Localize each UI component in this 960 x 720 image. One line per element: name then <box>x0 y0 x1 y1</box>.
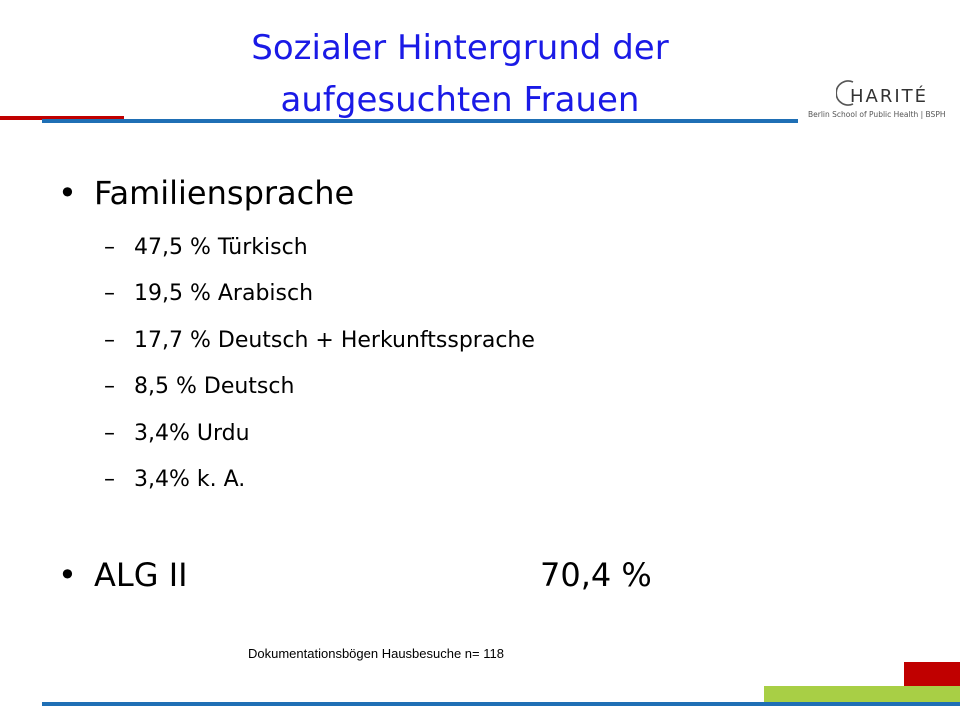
list-item: –3,4% Urdu <box>104 418 535 464</box>
list-item: –3,4% k. A. <box>104 464 535 510</box>
alg-ii-value: 70,4 % <box>540 556 652 594</box>
red-title-rule <box>0 116 124 120</box>
dash-glyph: – <box>104 327 115 353</box>
blue-title-rule <box>42 119 798 123</box>
bullet-familiensprache: • Familiensprache <box>58 174 354 212</box>
bullet-alg-ii: • ALG II <box>58 556 188 594</box>
list-item: –47,5 % Türkisch <box>104 232 535 278</box>
green-corner-bar <box>764 686 960 702</box>
bullet-label: ALG II <box>94 556 188 594</box>
bullet-label: Familiensprache <box>94 174 355 212</box>
list-item-text: 8,5 % Deutsch <box>134 374 295 400</box>
slide-title: Sozialer Hintergrund der aufgesuchten Fr… <box>120 22 800 126</box>
blue-bottom-rule <box>42 702 960 706</box>
list-item: –8,5 % Deutsch <box>104 371 535 417</box>
title-line-2: aufgesuchten Frauen <box>280 80 640 120</box>
list-item-text: 3,4% k. A. <box>134 466 246 492</box>
bullet-dot: • <box>58 556 77 594</box>
title-line-1: Sozialer Hintergrund der <box>251 28 669 68</box>
footnote: Dokumentationsbögen Hausbesuche n= 118 <box>248 646 504 661</box>
dash-glyph: – <box>104 281 115 307</box>
dash-glyph: – <box>104 466 115 492</box>
logo-wordmark: HARITÉ <box>850 86 929 107</box>
charite-logo: HARITÉ Berlin School of Public Health | … <box>808 76 958 126</box>
list-item-text: 47,5 % Türkisch <box>134 235 308 260</box>
list-item: –19,5 % Arabisch <box>104 278 535 324</box>
logo-subtitle: Berlin School of Public Health | BSPH <box>808 110 946 119</box>
list-item-text: 19,5 % Arabisch <box>134 281 314 307</box>
dash-glyph: – <box>104 374 115 400</box>
dash-glyph: – <box>104 420 115 446</box>
dash-glyph: – <box>104 235 115 260</box>
bullet-dot: • <box>58 174 77 212</box>
charite-c-icon <box>836 80 854 106</box>
list-item: –17,7 % Deutsch + Herkunftssprache <box>104 325 535 371</box>
language-list: –47,5 % Türkisch –19,5 % Arabisch –17,7 … <box>104 232 535 510</box>
list-item-text: 17,7 % Deutsch + Herkunftssprache <box>134 327 535 353</box>
list-item-text: 3,4% Urdu <box>134 420 250 446</box>
red-corner-bar <box>904 662 960 686</box>
